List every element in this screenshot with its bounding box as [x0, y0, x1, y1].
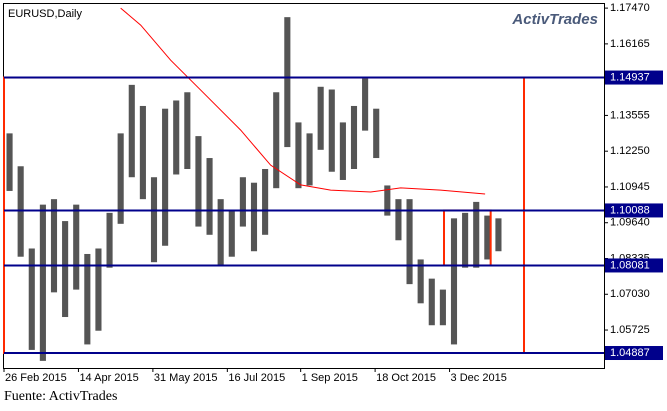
price-bar — [473, 201, 480, 268]
price-bar — [306, 133, 313, 186]
price-bar — [462, 212, 469, 268]
price-bar — [284, 17, 291, 148]
x-tick-label: 16 Jul 2015 — [228, 372, 285, 384]
price-bar — [428, 278, 435, 326]
y-tick-label: 1.10945 — [610, 181, 650, 193]
price-bar — [239, 177, 246, 227]
x-tick-label: 26 Feb 2015 — [5, 372, 67, 384]
price-bar — [395, 199, 402, 241]
price-bar — [39, 204, 46, 361]
y-tick-label: 1.07030 — [610, 288, 650, 300]
price-bar — [73, 204, 80, 290]
price-bar — [206, 158, 213, 235]
price-bar — [106, 212, 113, 268]
price-bar — [84, 253, 91, 345]
level-label-bg — [605, 203, 663, 218]
price-bar — [62, 221, 69, 318]
price-bar — [317, 86, 324, 150]
price-bar — [273, 92, 280, 189]
price-bar — [228, 210, 235, 257]
price-bar — [17, 166, 24, 257]
price-bar — [95, 248, 102, 331]
logo: ActivTrades — [511, 11, 598, 28]
price-bar — [450, 218, 458, 345]
price-bar — [139, 105, 146, 200]
level-label: 1.10088 — [610, 204, 650, 216]
chart-title: EURUSD,Daily — [8, 8, 82, 20]
price-bar — [484, 215, 491, 260]
price-bar — [262, 169, 269, 235]
moving-average — [120, 7, 486, 195]
price-bar — [350, 105, 358, 170]
x-tick-label: 18 Oct 2015 — [376, 372, 436, 384]
price-bar — [150, 177, 158, 263]
price-bar — [339, 122, 346, 180]
y-tick-label: 1.09640 — [610, 217, 650, 229]
level-label-bg — [605, 346, 663, 361]
price-bar — [417, 259, 424, 304]
y-tick-label: 1.12250 — [610, 145, 650, 157]
y-tick-label: 1.16165 — [610, 38, 650, 50]
price-bar — [128, 84, 135, 178]
price-bar — [162, 108, 169, 246]
x-tick-label: 3 Dec 2015 — [451, 372, 507, 384]
level-label-bg — [605, 258, 663, 273]
y-tick-label: 1.05725 — [610, 324, 650, 336]
plot-frame — [3, 3, 605, 369]
y-tick-label: 1.13555 — [610, 109, 650, 121]
level-label: 1.04887 — [610, 347, 650, 359]
price-bar — [184, 92, 191, 170]
price-bar — [384, 185, 391, 216]
price-bar — [50, 199, 58, 293]
price-bar — [6, 133, 13, 191]
price-bar — [362, 78, 369, 131]
level-label: 1.14937 — [610, 71, 650, 83]
price-bar — [173, 100, 180, 175]
price-bar — [250, 182, 258, 252]
level-label-bg — [605, 70, 663, 85]
price-bar — [495, 218, 502, 252]
x-tick-label: 14 Apr 2015 — [79, 372, 138, 384]
price-bar — [117, 133, 124, 224]
x-tick-label: 1 Sep 2015 — [302, 372, 358, 384]
x-tick-label: 31 May 2015 — [154, 372, 218, 384]
source-note: Fuente: ActivTrades — [4, 389, 117, 404]
price-bar — [28, 248, 35, 350]
price-bar — [406, 199, 413, 285]
price-bar — [439, 289, 446, 326]
price-bar — [373, 108, 380, 159]
price-bar — [295, 122, 302, 189]
price-bar — [217, 199, 224, 265]
y-tick-label: 1.17470 — [610, 2, 650, 14]
price-bar — [195, 136, 202, 227]
price-bar — [328, 89, 335, 172]
level-label: 1.08081 — [610, 259, 650, 271]
